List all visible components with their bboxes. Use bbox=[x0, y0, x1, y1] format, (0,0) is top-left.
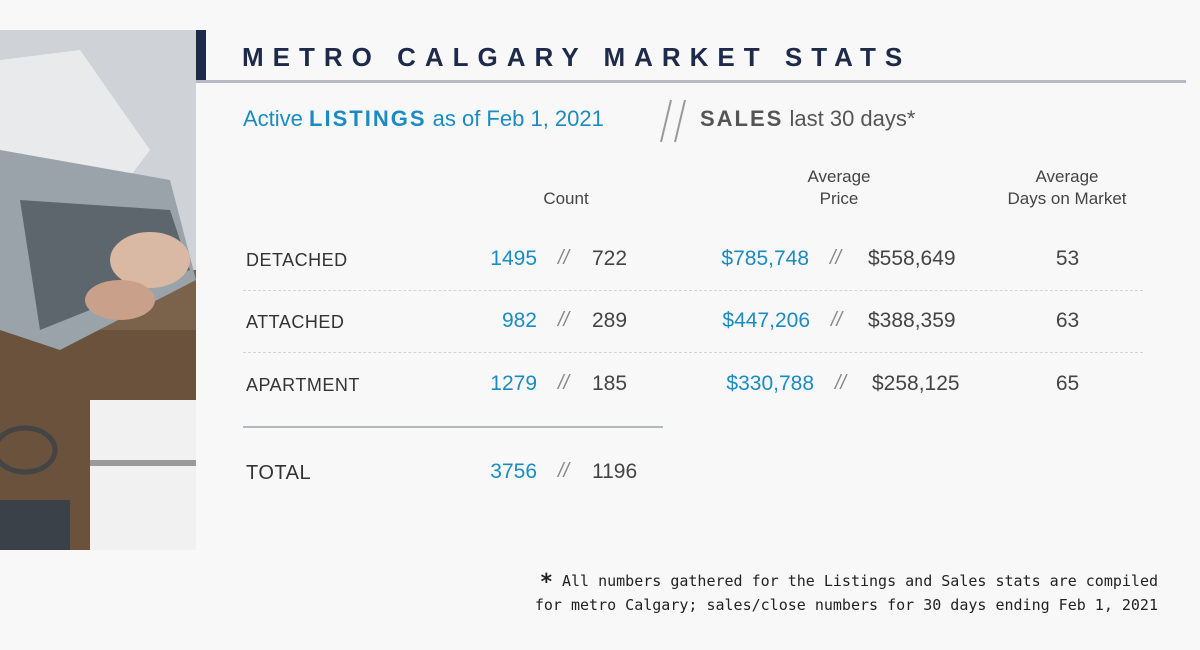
page-title: METRO CALGARY MARKET STATS bbox=[242, 42, 912, 72]
sales-count: 722 bbox=[592, 247, 628, 270]
listings-bold: LISTINGS bbox=[309, 106, 427, 131]
laptop-photo bbox=[0, 30, 196, 550]
total-label: TOTAL bbox=[246, 462, 312, 484]
footnote: * All numbers gathered for the Listings … bbox=[358, 570, 1158, 616]
total-divider bbox=[243, 426, 663, 428]
days-on-market: 65 bbox=[1055, 372, 1080, 395]
column-header-average-price-line1: Average bbox=[807, 167, 871, 186]
title-accent-bar bbox=[196, 30, 206, 80]
sales-price: $558,649 bbox=[868, 247, 956, 270]
value-separator: // bbox=[830, 247, 842, 269]
row-label: ATTACHED bbox=[246, 312, 345, 332]
sales-bold: SALES bbox=[700, 106, 784, 131]
footnote-text-1: All numbers gathered for the Listings an… bbox=[561, 572, 1158, 590]
value-separator: // bbox=[558, 372, 570, 394]
value-separator: // bbox=[558, 460, 570, 482]
listings-count: 1495 bbox=[490, 247, 537, 270]
sales-suffix: last 30 days* bbox=[789, 106, 916, 131]
footnote-text-2: for metro Calgary; sales/close numbers f… bbox=[534, 596, 1158, 614]
value-separator: // bbox=[835, 372, 847, 394]
listings-price: $785,748 bbox=[721, 247, 809, 270]
column-header-average-price: Average Price bbox=[779, 166, 899, 210]
column-header-days-on-market: Average Days on Market bbox=[987, 166, 1147, 210]
value-separator: // bbox=[831, 309, 843, 331]
row-divider bbox=[243, 352, 1143, 353]
total-sales-count: 1196 bbox=[592, 460, 638, 483]
column-header-count: Count bbox=[543, 189, 589, 208]
listings-count: 1279 bbox=[490, 372, 537, 395]
laptop-photo-illustration bbox=[0, 30, 196, 550]
days-on-market: 63 bbox=[1055, 309, 1080, 332]
row-divider bbox=[243, 290, 1143, 291]
listings-price: $447,206 bbox=[722, 309, 810, 332]
listings-suffix: as of Feb 1, 2021 bbox=[432, 106, 604, 131]
asterisk-icon: * bbox=[539, 570, 553, 595]
title-underline bbox=[196, 80, 1186, 83]
row-label: DETACHED bbox=[246, 250, 348, 270]
value-separator: // bbox=[558, 247, 570, 269]
column-header-average-price-line2: Price bbox=[819, 189, 859, 208]
footnote-line1: * All numbers gathered for the Listings … bbox=[358, 570, 1158, 594]
sales-count: 289 bbox=[592, 309, 628, 332]
listings-count: 982 bbox=[501, 309, 537, 332]
total-listings-count: 3756 bbox=[490, 460, 537, 483]
listings-subheading: Active LISTINGS as of Feb 1, 2021 bbox=[243, 106, 604, 132]
listings-price: $330,788 bbox=[726, 372, 814, 395]
listings-prefix: Active bbox=[243, 106, 303, 131]
column-header-days-on-market-line2: Days on Market bbox=[1007, 189, 1127, 208]
subheading-separator bbox=[660, 99, 686, 143]
sales-count: 185 bbox=[592, 372, 628, 395]
value-separator: // bbox=[558, 309, 570, 331]
row-label: APARTMENT bbox=[246, 375, 360, 395]
sales-price: $258,125 bbox=[872, 372, 960, 395]
sales-price: $388,359 bbox=[868, 309, 956, 332]
days-on-market: 53 bbox=[1055, 247, 1080, 270]
sales-subheading: SALES last 30 days* bbox=[700, 106, 915, 132]
column-header-days-on-market-line1: Average bbox=[1035, 167, 1099, 186]
